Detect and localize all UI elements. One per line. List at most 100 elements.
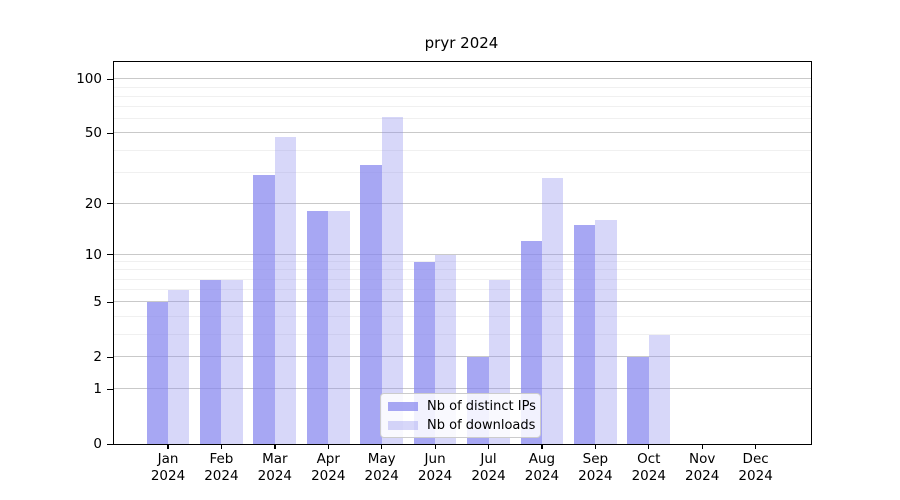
gridline-minor-9 [114,261,811,263]
bar-layer [114,62,811,444]
x-tick-mark-Jun [434,444,436,449]
x-tick-mark-May [381,444,383,449]
y-tick-mark-100 [107,78,113,81]
y-tick-label-2: 2 [93,349,102,366]
x-tick-label-Dec: Dec 2024 [724,451,788,485]
x-tick-year: 2024 [471,468,506,484]
x-tick-year: 2024 [631,468,666,484]
legend-item-distinct-ips: Nb of distinct IPs [388,399,536,414]
gridline-minor-80 [114,95,811,97]
x-tick-label-Oct: Oct 2024 [617,451,681,485]
axis-layer: 0 1 2 5 10 20 50 100 Jan 2024 Feb 2024 Mar 2024 Apr 202… [76,62,811,484]
x-tick-year: 2024 [685,468,720,484]
y-tick-mark-20 [107,203,113,205]
gridline-major-2 [114,356,811,358]
x-tick-month: Jul [480,451,497,467]
x-tick-year: 2024 [364,468,399,484]
bar-downloads-Apr [328,211,350,444]
x-tick-mark-Apr [327,444,329,449]
x-tick-mark-Oct [648,444,650,449]
grid-layer [114,62,811,444]
gridline-minor-4 [114,315,811,317]
x-tick-label-Sep: Sep 2024 [563,451,627,485]
gridline-minor-7 [114,278,811,280]
x-tick-mark-Dec [755,444,757,449]
y-tick-mark-1 [107,388,113,391]
x-tick-mark-Aug [541,444,543,449]
gridline-minor-30 [114,171,811,173]
gridline-minor-3 [114,333,811,335]
x-tick-month: Aug [528,451,556,467]
x-tick-month: May [367,451,396,467]
x-tick-label-May: May 2024 [350,451,414,485]
bar-downloads-Sep [595,220,617,444]
legend-item-downloads: Nb of downloads [388,417,536,433]
x-tick-mark-Mar [274,444,276,449]
x-tick-year: 2024 [204,468,239,484]
y-tick-mark-5 [107,301,113,304]
y-tick-label-50: 50 [84,125,102,142]
y-tick-label-10: 10 [84,246,102,263]
x-tick-label-Aug: Aug 2024 [510,451,574,485]
x-tick-mark-Sep [594,444,597,449]
gridline-minor-40 [114,149,811,151]
x-tick-label-Nov: Nov 2024 [670,451,734,485]
bar-distinct-ips-Apr [306,211,329,444]
x-tick-label-Jan: Jan 2024 [136,451,200,485]
x-tick-label-Apr: Apr 2024 [296,451,360,485]
x-tick-mark-Feb [220,444,223,449]
chart-title: pryr 2024 [424,34,499,52]
x-tick-label-Jun: Jun 2024 [403,451,467,485]
bar-distinct-ips-Oct [627,357,649,444]
gridline-minor-8 [114,269,811,271]
bar-distinct-ips-Feb [200,279,222,444]
x-tick-year: 2024 [578,468,613,484]
x-tick-mark-Nov [701,444,703,449]
bar-downloads-Jan [168,290,190,444]
x-tick-year: 2024 [311,468,346,484]
gridline-major-1 [114,388,811,390]
bar-distinct-ips-Sep [573,225,596,444]
gridline-major-10 [114,253,811,255]
x-tick-year: 2024 [257,468,292,484]
x-tick-label-Mar: Mar 2024 [243,451,307,485]
bar-downloads-May [381,116,404,444]
y-tick-label-5: 5 [93,294,102,311]
legend-swatch-downloads [388,420,418,430]
x-tick-mark-Jan [167,444,169,449]
y-tick-label-20: 20 [84,195,102,212]
gridline-minor-90 [114,86,811,88]
x-tick-month: Nov [689,451,716,467]
x-tick-mark-Jul [487,444,490,449]
x-tick-month: Jan [157,451,179,467]
y-tick-mark-0 [107,443,113,445]
plot-area: 0 1 2 5 10 20 50 100 Jan 2024 Feb 2024 Mar 2024 Apr 202… [76,61,812,484]
x-tick-month: Oct [637,451,661,467]
legend-label-downloads: Nb of downloads [427,417,536,433]
x-tick-month: Mar [262,451,288,467]
x-tick-year: 2024 [150,468,186,484]
gridline-minor-6 [114,289,811,291]
y-tick-mark-2 [107,356,113,359]
y-tick-label-1: 1 [93,381,102,398]
gridline-major-20 [114,202,811,204]
y-tick-label-100: 100 [76,71,102,88]
y-tick-mark-10 [107,254,113,256]
y-tick-mark-50 [107,132,113,135]
bar-downloads-Oct [648,334,671,444]
legend-swatch-distinct-ips [388,401,418,411]
x-tick-year: 2024 [417,468,453,484]
y-tick-label-0: 0 [93,436,102,452]
gridline-minor-60 [114,118,811,120]
x-tick-label-Feb: Feb 2024 [189,451,253,485]
bar-downloads-Aug [541,178,564,444]
x-tick-month: Apr [316,451,340,467]
bar-distinct-ips-Mar [253,175,275,444]
x-tick-month: Sep [582,451,609,467]
x-tick-month: Feb [209,451,234,467]
gridline-minor-70 [114,106,811,108]
bar-downloads-Mar [274,136,297,444]
x-tick-month: Dec [742,451,769,467]
gridline-major-100 [114,78,811,80]
